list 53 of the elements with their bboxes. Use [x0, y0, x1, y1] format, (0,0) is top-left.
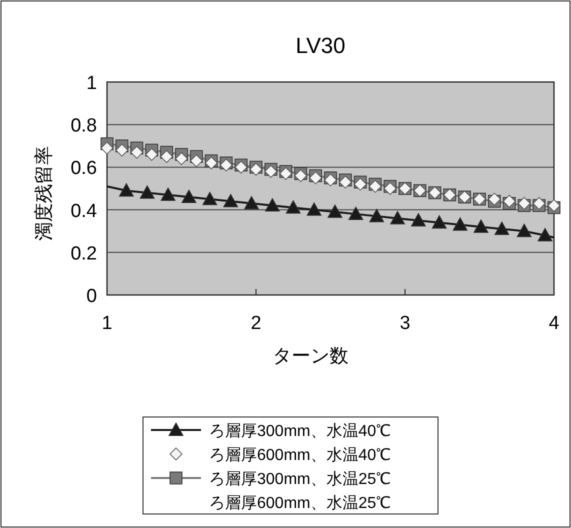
point: [118, 183, 134, 197]
point: [140, 185, 155, 199]
point: [384, 182, 396, 195]
point: [348, 206, 364, 220]
point: [116, 144, 128, 157]
legend-label: ろ層厚600mm、水温40℃: [209, 446, 392, 464]
point: [286, 200, 301, 214]
point: [548, 199, 560, 212]
x-axis-title: ターン数: [272, 346, 348, 367]
point: [264, 198, 280, 212]
point: [204, 156, 218, 170]
point: [100, 142, 114, 154]
y-axis-title: 濁度残留率: [33, 146, 55, 241]
point: [202, 192, 218, 206]
y-tick-label: 0.2: [70, 243, 97, 264]
point: [244, 196, 259, 210]
point: [264, 165, 278, 178]
x-tick-label: 3: [400, 313, 410, 334]
point: [411, 213, 426, 226]
point: [390, 210, 405, 224]
y-tick-label: 1: [86, 73, 97, 94]
point: [494, 222, 510, 235]
point: [432, 215, 447, 229]
point: [324, 174, 337, 186]
point: [306, 202, 322, 216]
point: [452, 217, 468, 231]
x-tick-label: 2: [250, 313, 262, 334]
point: [182, 190, 196, 204]
y-tick-label: 0.6: [70, 158, 97, 180]
y-tick-label: 0: [86, 286, 97, 307]
point: [294, 169, 308, 182]
x-tick-label: 4: [548, 313, 560, 334]
point: [538, 228, 552, 242]
point: [234, 160, 248, 174]
x-tick-label: 1: [102, 313, 112, 334]
point: [145, 148, 158, 161]
point: [190, 154, 203, 168]
point: [369, 208, 384, 222]
point: [160, 150, 173, 163]
y-tick-label: 0.8: [70, 116, 97, 137]
point: [130, 146, 144, 159]
point: [339, 176, 352, 189]
legend-label: ろ層厚300mm、水温40℃: [209, 422, 392, 440]
point: [175, 152, 188, 166]
point: [516, 224, 532, 238]
chart-title: LV30: [296, 33, 346, 58]
point: [160, 187, 176, 201]
point: [328, 204, 342, 218]
legend-label: ろ層厚300mm、水温25℃: [209, 470, 392, 488]
point: [474, 219, 488, 233]
point: [502, 194, 516, 208]
point: [223, 194, 238, 208]
y-tick-label: 0.4: [70, 200, 98, 222]
